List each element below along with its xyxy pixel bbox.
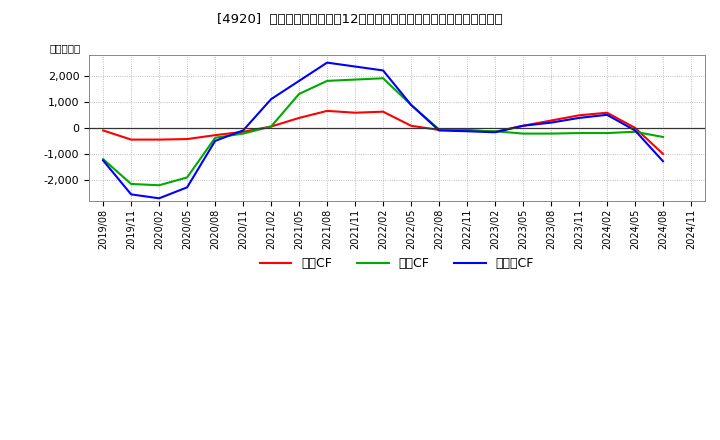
フリーCF (294, 78, 303, 84)
フリーCF (546, 120, 555, 125)
投資CF (351, 77, 359, 82)
投資CF (239, 131, 248, 136)
投資CF (631, 129, 639, 134)
投資CF (435, 127, 444, 132)
Line: フリーCF: フリーCF (103, 62, 663, 198)
Text: [4920]  キャッシュフローの12か月移動合計の対前年同期増減額の推移: [4920] キャッシュフローの12か月移動合計の対前年同期増減額の推移 (217, 13, 503, 26)
投資CF (127, 181, 135, 187)
投資CF (183, 175, 192, 180)
投資CF (267, 124, 276, 129)
フリーCF (659, 158, 667, 164)
投資CF (211, 135, 220, 140)
営業CF (379, 109, 387, 114)
営業CF (211, 132, 220, 138)
営業CF (435, 127, 444, 132)
投資CF (518, 131, 527, 136)
投資CF (603, 130, 611, 136)
営業CF (99, 128, 107, 133)
Line: 営業CF: 営業CF (103, 111, 663, 154)
フリーCF (351, 64, 359, 69)
投資CF (99, 157, 107, 162)
投資CF (379, 76, 387, 81)
営業CF (407, 123, 415, 128)
フリーCF (211, 138, 220, 143)
営業CF (127, 137, 135, 142)
営業CF (351, 110, 359, 115)
営業CF (239, 129, 248, 134)
営業CF (603, 110, 611, 115)
営業CF (183, 136, 192, 142)
フリーCF (603, 112, 611, 117)
投資CF (575, 130, 583, 136)
フリーCF (155, 196, 163, 201)
フリーCF (463, 128, 472, 134)
投資CF (463, 128, 472, 133)
フリーCF (575, 115, 583, 121)
Line: 投資CF: 投資CF (103, 78, 663, 185)
営業CF (155, 137, 163, 142)
フリーCF (435, 128, 444, 133)
フリーCF (127, 192, 135, 197)
投資CF (407, 102, 415, 107)
営業CF (463, 127, 472, 132)
フリーCF (518, 123, 527, 128)
営業CF (518, 123, 527, 128)
フリーCF (239, 128, 248, 133)
投資CF (546, 131, 555, 136)
営業CF (323, 108, 331, 114)
Legend: 営業CF, 投資CF, フリーCF: 営業CF, 投資CF, フリーCF (255, 252, 539, 275)
フリーCF (379, 68, 387, 73)
投資CF (323, 78, 331, 84)
営業CF (491, 129, 500, 134)
フリーCF (323, 60, 331, 65)
営業CF (294, 115, 303, 121)
営業CF (659, 151, 667, 157)
Text: （百万円）: （百万円） (49, 43, 81, 53)
フリーCF (631, 128, 639, 133)
フリーCF (99, 158, 107, 163)
フリーCF (491, 130, 500, 135)
営業CF (631, 125, 639, 131)
投資CF (294, 91, 303, 96)
フリーCF (407, 102, 415, 107)
営業CF (546, 118, 555, 123)
投資CF (491, 128, 500, 134)
営業CF (267, 124, 276, 129)
フリーCF (183, 185, 192, 190)
営業CF (575, 113, 583, 118)
投資CF (659, 134, 667, 139)
フリーCF (267, 96, 276, 102)
投資CF (155, 183, 163, 188)
